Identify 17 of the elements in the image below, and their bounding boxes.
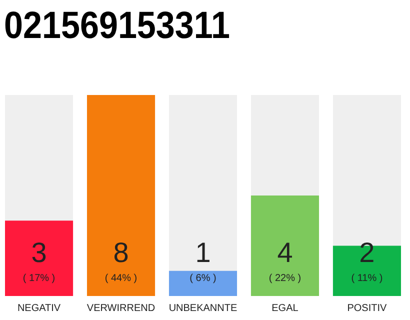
data-label: 8: [113, 237, 129, 268]
annotation: ( 6% ): [190, 273, 216, 284]
x-tick-label: UNBEKANNTE: [168, 303, 238, 314]
x-tick-label: POSITIV: [347, 303, 388, 314]
data-label: 2: [359, 237, 375, 268]
data-label: 1: [195, 237, 211, 268]
x-tick-label: EGAL: [272, 303, 299, 314]
data-label: 3: [31, 237, 47, 268]
annotation: ( 11% ): [351, 273, 383, 284]
annotation: ( 22% ): [268, 273, 302, 284]
x-tick-label: VERWIRREND: [86, 303, 156, 314]
chart-title: 021569153311: [4, 5, 256, 47]
data-label: 4: [277, 237, 293, 268]
bar: [168, 270, 238, 296]
x-tick-label: NEGATIV: [17, 303, 61, 314]
annotation: ( 17% ): [22, 273, 56, 284]
annotation: ( 44% ): [104, 273, 138, 284]
